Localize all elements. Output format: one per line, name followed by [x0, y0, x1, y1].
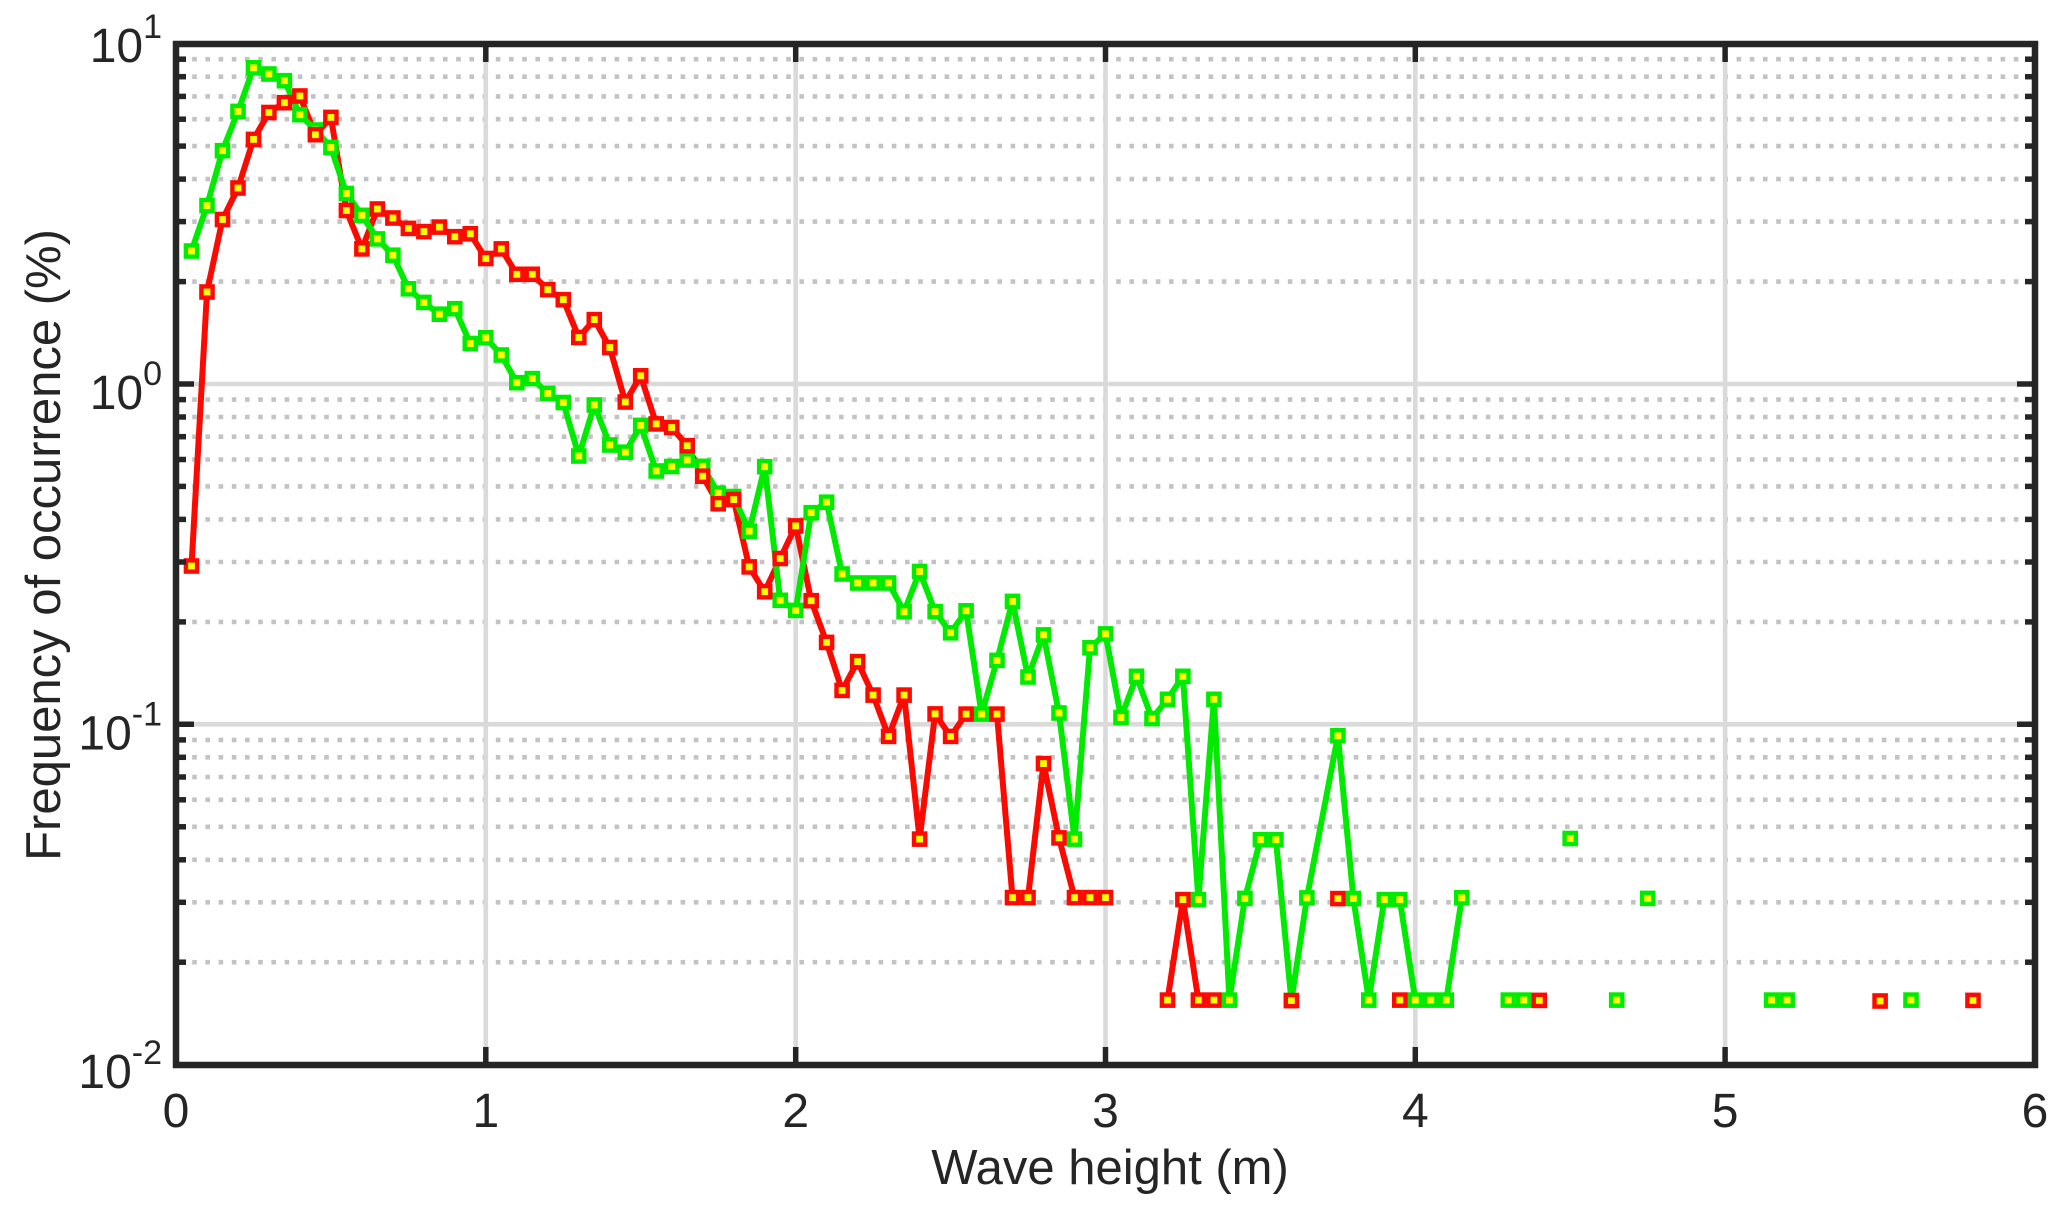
- svg-text:5: 5: [1712, 1085, 1739, 1138]
- svg-text:3: 3: [1092, 1085, 1119, 1138]
- svg-text:0: 0: [163, 1085, 190, 1138]
- svg-text:1: 1: [472, 1085, 499, 1138]
- svg-text:2: 2: [782, 1085, 809, 1138]
- svg-text:Frequency of occurrence (%): Frequency of occurrence (%): [17, 229, 71, 861]
- svg-text:4: 4: [1402, 1085, 1429, 1138]
- svg-text:6: 6: [2022, 1085, 2049, 1138]
- svg-text:Wave height (m): Wave height (m): [931, 1141, 1289, 1195]
